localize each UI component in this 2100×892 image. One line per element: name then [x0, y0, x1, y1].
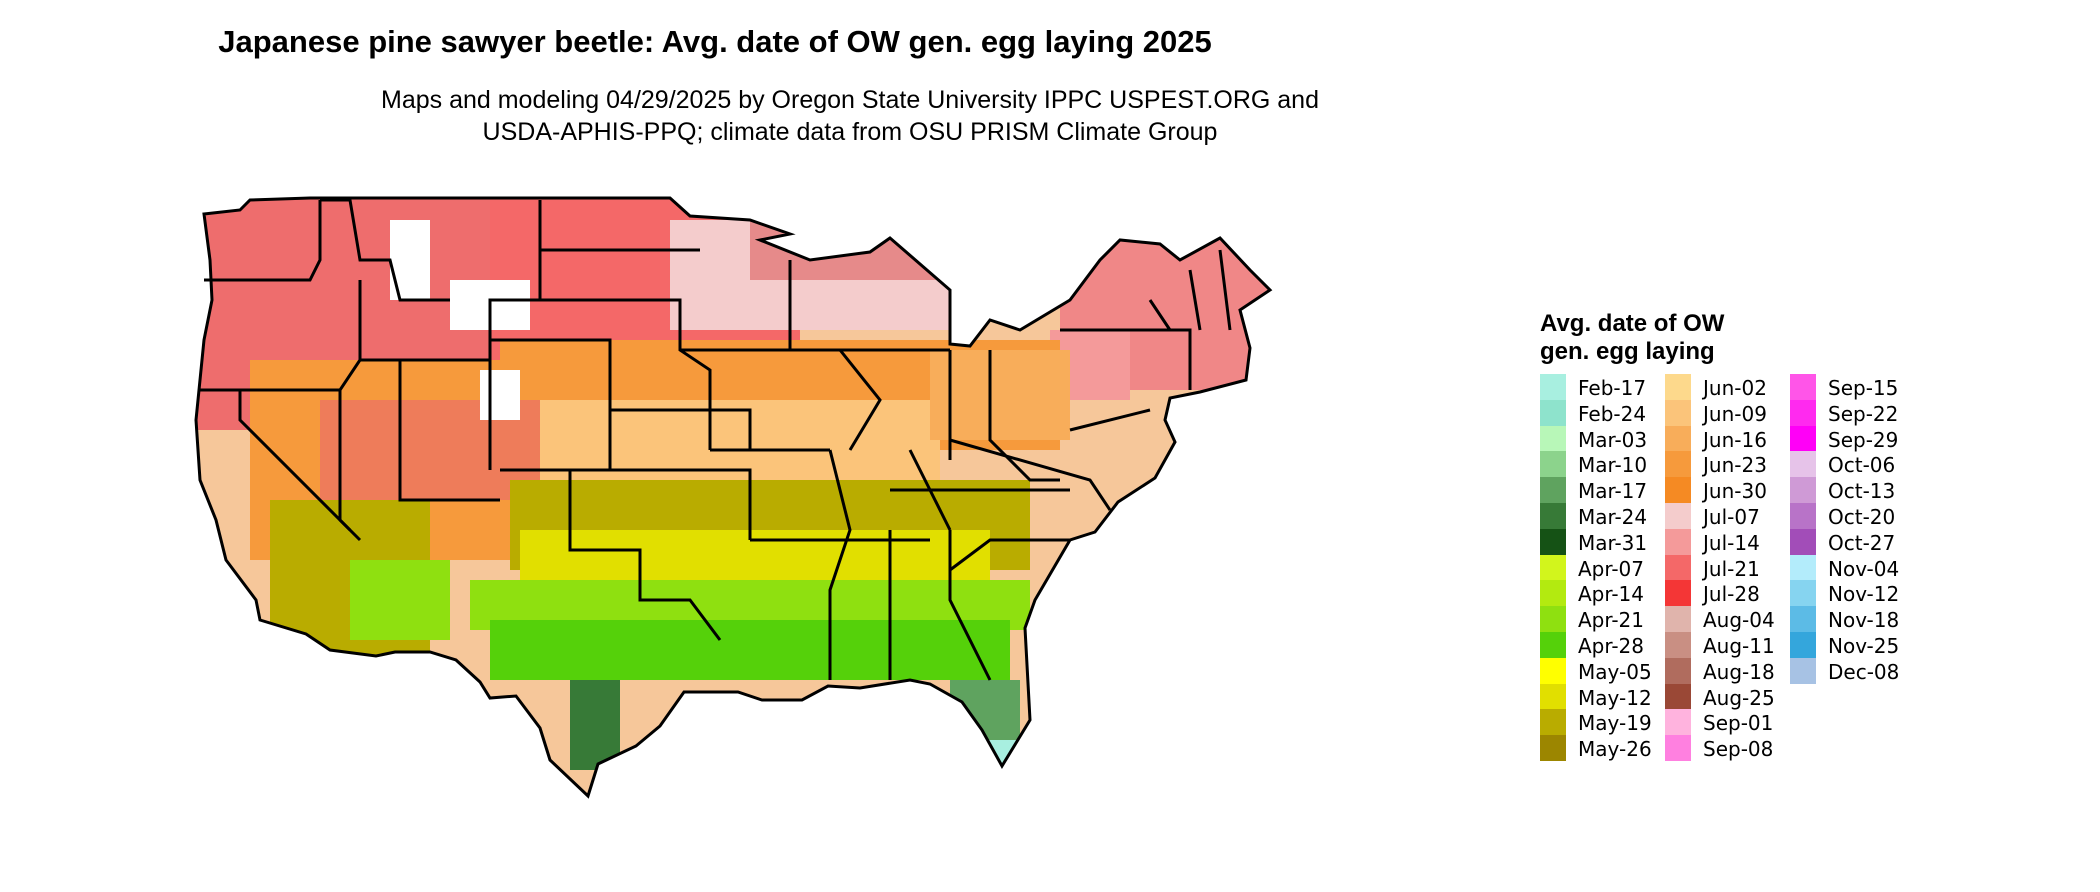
legend-swatch [1790, 632, 1816, 658]
legend-label: Jul-28 [1703, 582, 1760, 607]
legend-swatch [1540, 606, 1566, 633]
legend-label: Sep-08 [1703, 737, 1774, 762]
legend-swatch [1665, 477, 1691, 504]
us-map [194, 196, 1273, 799]
legend-swatch [1665, 528, 1691, 555]
legend-label: Aug-18 [1703, 659, 1775, 684]
subtitle-line-1: Maps and modeling 04/29/2025 by Oregon S… [381, 86, 1319, 114]
legend-swatch [1540, 709, 1566, 736]
legend-swatch [1790, 425, 1816, 452]
legend-label: Aug-11 [1703, 634, 1775, 658]
legend-label: Oct-13 [1828, 479, 1896, 504]
legend-label: Nov-25 [1828, 634, 1900, 658]
legend-swatch [1665, 735, 1691, 762]
legend-swatch [1790, 477, 1816, 504]
legend-swatch [1790, 451, 1816, 478]
legend-label: Jun-30 [1703, 479, 1767, 504]
legend-swatch [1540, 632, 1566, 658]
legend-swatch [1540, 425, 1566, 452]
legend-label: Jul-14 [1703, 530, 1760, 555]
legend-label: May-19 [1578, 711, 1652, 736]
legend-swatch [1790, 374, 1816, 400]
legend-swatch [1665, 683, 1691, 710]
legend-label: Jun-09 [1703, 401, 1767, 426]
legend-swatch [1790, 503, 1816, 529]
legend-label: Feb-24 [1578, 401, 1647, 426]
legend-title-line-1: Avg. date of OW [1540, 310, 1725, 337]
map-title: Japanese pine sawyer beetle: Avg. date o… [218, 24, 1212, 59]
legend-swatch [1540, 399, 1566, 426]
legend-label: Aug-25 [1703, 685, 1775, 710]
legend-label: Sep-15 [1828, 376, 1899, 400]
legend-swatch [1665, 606, 1691, 633]
legend-swatch [1540, 374, 1566, 400]
legend-label: Mar-31 [1578, 530, 1648, 555]
legend-label: Oct-27 [1828, 530, 1896, 555]
legend-swatch [1540, 503, 1566, 529]
legend-title-line-2: gen. egg laying [1540, 338, 1715, 365]
legend-swatch [1790, 554, 1816, 581]
legend-label: Mar-10 [1578, 453, 1648, 478]
legend-label: Sep-22 [1828, 401, 1899, 426]
legend-swatch [1665, 657, 1691, 684]
legend-swatch [1665, 374, 1691, 400]
legend-title: Avg. date of OW gen. egg laying [1540, 310, 1724, 366]
legend-label: Jun-16 [1703, 427, 1767, 452]
legend-label: Sep-01 [1703, 711, 1774, 736]
legend-label: Dec-08 [1828, 659, 1900, 684]
legend-label: Oct-20 [1828, 505, 1896, 529]
legend-swatch [1790, 657, 1816, 684]
legend-swatch [1665, 632, 1691, 658]
legend-label: Apr-07 [1578, 556, 1644, 581]
legend-swatch [1540, 580, 1566, 607]
legend-swatch [1540, 683, 1566, 710]
legend-label: Mar-17 [1578, 479, 1648, 504]
legend-swatch [1790, 528, 1816, 555]
legend-label: Apr-21 [1578, 608, 1644, 633]
legend-swatch [1540, 554, 1566, 581]
legend-label: Mar-24 [1578, 505, 1648, 529]
legend-swatch [1665, 425, 1691, 452]
legend-label: Nov-12 [1828, 582, 1900, 607]
legend-swatch [1540, 477, 1566, 504]
state-borders [194, 196, 1273, 799]
legend-swatch [1540, 657, 1566, 684]
legend-swatch [1540, 735, 1566, 762]
legend-swatch [1665, 451, 1691, 478]
legend: Avg. date of OW gen. egg laying Feb-17 Fe… [1540, 310, 1899, 762]
legend-label: May-05 [1578, 659, 1652, 684]
legend-swatch [1665, 709, 1691, 736]
legend-label: Jun-23 [1703, 453, 1767, 478]
legend-label: May-26 [1578, 737, 1652, 762]
legend-swatch [1790, 399, 1816, 426]
legend-label: Apr-28 [1578, 634, 1644, 658]
legend-label: Jul-21 [1703, 556, 1760, 581]
legend-swatch [1665, 554, 1691, 581]
map-fill-layer [196, 198, 1270, 796]
legend-swatch [1665, 399, 1691, 426]
legend-swatch [1665, 503, 1691, 529]
legend-swatch [1665, 580, 1691, 607]
legend-swatch [1790, 580, 1816, 607]
legend-label: Oct-06 [1828, 453, 1896, 478]
legend-label: Nov-18 [1828, 608, 1900, 633]
legend-label: May-12 [1578, 685, 1652, 710]
legend-label: Aug-04 [1703, 608, 1775, 633]
legend-label: Sep-29 [1828, 427, 1899, 452]
legend-swatch [1540, 451, 1566, 478]
legend-label: Nov-04 [1828, 556, 1900, 581]
legend-label: Apr-14 [1578, 582, 1644, 607]
subtitle-line-2: USDA-APHIS-PPQ; climate data from OSU PR… [482, 118, 1218, 146]
legend-label: Jun-02 [1703, 376, 1767, 400]
legend-label: Jul-07 [1703, 505, 1760, 529]
legend-swatch [1540, 528, 1566, 555]
map-subtitle: Maps and modeling 04/29/2025 by Oregon S… [150, 84, 1550, 148]
legend-label: Feb-17 [1578, 376, 1647, 400]
legend-label: Mar-03 [1578, 427, 1648, 452]
legend-swatch [1790, 606, 1816, 633]
